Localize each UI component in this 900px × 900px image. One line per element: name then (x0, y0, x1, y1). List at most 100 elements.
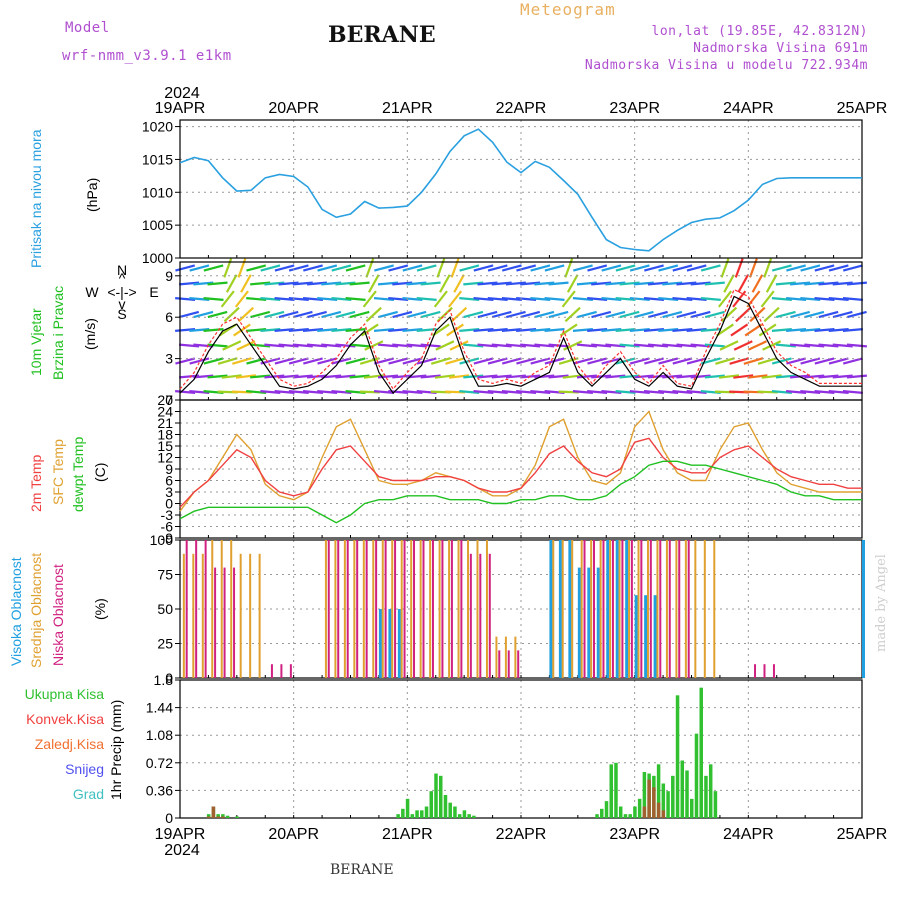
mid-cloud-bar (485, 540, 488, 678)
wind-arrow (477, 374, 498, 379)
mid-cloud-bar (599, 540, 602, 678)
mid-cloud-bar (429, 540, 432, 678)
high-cloud-bar (625, 540, 629, 678)
mid-cloud-bar (334, 540, 337, 678)
total-precip-bar (694, 733, 699, 818)
high-cloud-bar (862, 540, 865, 678)
wind-arrow (317, 328, 338, 332)
wind-arrow (775, 343, 796, 348)
wind-arrow (250, 281, 271, 286)
wind-arrow (846, 374, 867, 379)
wind-arrow (439, 274, 451, 293)
wind-arrow (591, 281, 612, 286)
total-precip-bar (429, 791, 434, 818)
wind-arrow (487, 390, 508, 394)
wind-arrow (786, 264, 807, 272)
wind-arrow (288, 390, 309, 394)
wind-arrow (647, 281, 669, 286)
wind-arrow (605, 343, 626, 348)
wind-arrow (572, 328, 593, 332)
wind-arrow (548, 374, 569, 379)
low-cloud-bar (583, 540, 586, 678)
wind-arrow (730, 323, 749, 337)
wind-arrow (605, 374, 626, 379)
total-precip-bar (633, 806, 637, 818)
wind-arrow (459, 390, 480, 394)
wind-arrow (704, 343, 725, 348)
wind-arrow (520, 281, 541, 286)
wind-arrow (842, 264, 863, 272)
wind-arrow (672, 328, 693, 332)
wind-arrow (217, 357, 238, 365)
wind-arrow (360, 323, 379, 337)
mid-cloud-bar (703, 540, 706, 678)
wind-arrow (303, 264, 323, 272)
bottom-day-label: 23APR (609, 826, 660, 843)
total-precip-bar (235, 816, 239, 818)
total-precip-bar (467, 814, 471, 818)
wind-arrow (743, 357, 764, 365)
wind-arrow (317, 297, 338, 301)
wind-arrow (463, 343, 484, 348)
wind-arrow (207, 281, 228, 286)
wind-arrow (250, 374, 271, 379)
wind-arrow (207, 343, 228, 348)
wind-arrow (760, 290, 775, 308)
wind-arrow (416, 297, 437, 301)
wind-arrow (846, 281, 867, 286)
low-cloud-bar (687, 540, 690, 678)
wind-arrow (402, 390, 423, 394)
wind-arrow (225, 274, 238, 293)
low-cloud-bar (659, 540, 662, 678)
wind-arrow (548, 310, 569, 319)
wind-arrow (321, 343, 342, 348)
total-precip-bar (666, 791, 670, 818)
bottom-day-label: 19APR (155, 826, 206, 843)
wind-arrow (629, 357, 650, 365)
total-precip-bar (434, 773, 438, 818)
wind-arrow (842, 328, 863, 332)
wind-arrow (605, 281, 626, 286)
wind-arrow (487, 297, 508, 301)
wind-arrow (735, 306, 752, 323)
wind-arrow (505, 281, 526, 286)
wind-arrow (548, 343, 569, 348)
cloud-ytick-label: 75 (157, 567, 173, 583)
wind-arrow (431, 323, 450, 337)
wind-arrow (402, 357, 423, 365)
wind-arrow (775, 374, 796, 379)
wind-arrow (790, 343, 811, 348)
low-cloud-bar (469, 553, 472, 678)
mid-cloud-bar (580, 540, 583, 678)
wind-arrow (235, 374, 256, 379)
wind-arrow (292, 310, 313, 319)
wind-arrow (576, 343, 597, 348)
wind-arrow (828, 328, 849, 332)
wind-arrow (345, 297, 366, 301)
wind-arrow (733, 374, 754, 379)
wind-arrow (406, 281, 427, 286)
mid-cloud-bar (438, 540, 441, 678)
wind-arrow (828, 390, 849, 394)
wind-arrow (771, 328, 792, 332)
wind-arrow (335, 374, 356, 379)
mid-cloud-bar (618, 540, 621, 678)
bottom-day-label: 20APR (268, 826, 319, 843)
wind-arrow (771, 357, 792, 365)
wind-arrow (237, 306, 255, 323)
total-precip-bar (420, 810, 424, 818)
wind-arrow (765, 274, 778, 293)
wind-arrow (274, 297, 295, 301)
wind-arrow (804, 281, 825, 286)
total-precip-bar (424, 806, 429, 818)
wind-arrow (274, 328, 295, 332)
low-cloud-bar (195, 540, 198, 678)
wind-arrow (307, 310, 327, 319)
wind-arrow (633, 281, 654, 286)
wind-arrow (814, 264, 835, 272)
wind-arrow (345, 264, 366, 272)
top-day-label: 23APR (609, 100, 660, 117)
wind-arrow (264, 343, 285, 348)
wind-arrow (250, 343, 271, 348)
